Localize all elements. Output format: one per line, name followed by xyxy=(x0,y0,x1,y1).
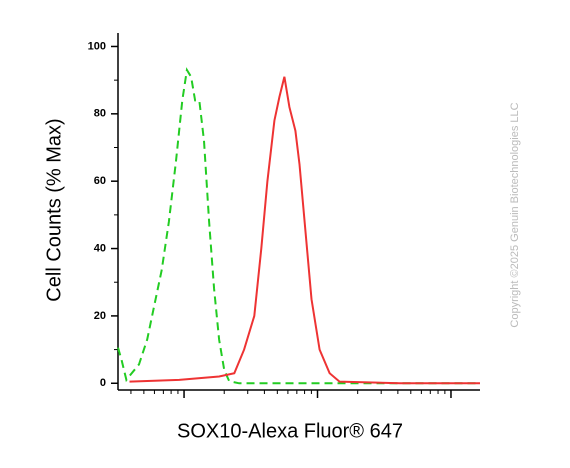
y-tick-label: 0 xyxy=(100,377,106,389)
y-tick-label: 80 xyxy=(94,108,106,120)
y-tick-label: 40 xyxy=(94,242,106,254)
y-tick-label: 100 xyxy=(88,40,106,52)
histogram-line xyxy=(129,76,480,385)
histogram-line xyxy=(117,67,480,385)
x-axis-title: SOX10-Alexa Fluor® 647 xyxy=(177,420,403,442)
y-tick-label: 60 xyxy=(94,175,106,187)
watermark: Copyright ©2025 Genuin Biotechnologies L… xyxy=(509,102,521,327)
y-axis-title: Cell Counts (% Max) xyxy=(43,118,65,301)
y-tick-label: 20 xyxy=(94,310,106,322)
